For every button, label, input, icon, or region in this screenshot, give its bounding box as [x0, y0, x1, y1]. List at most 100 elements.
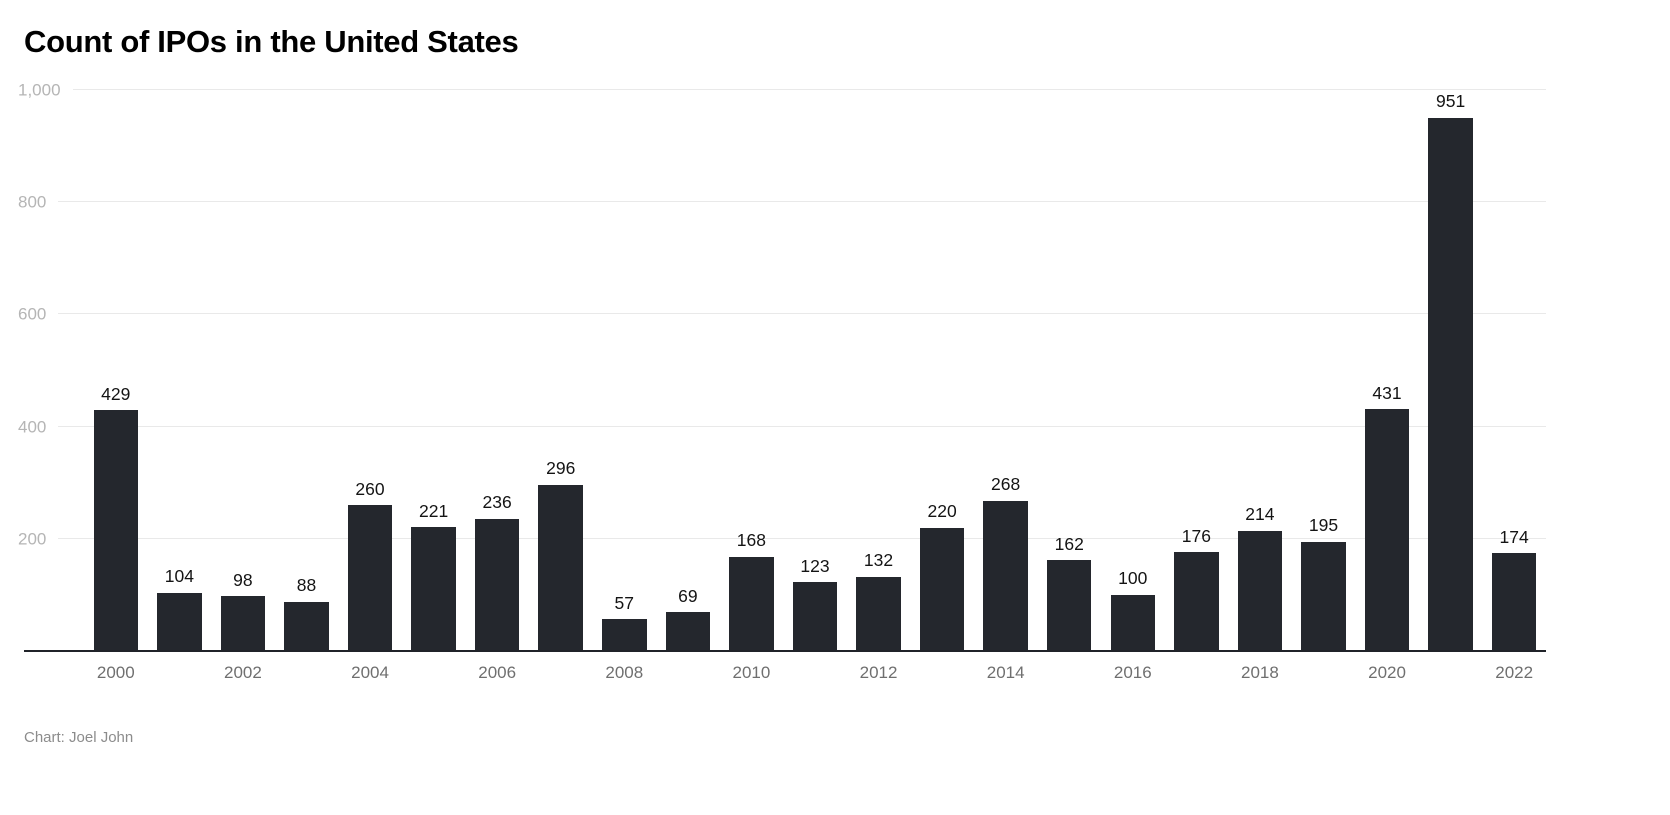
- x-axis-labels: 2000 2002 2004 2006 2008 2010 2012 2014 2016 2018…: [84, 663, 1546, 683]
- bar-column: 429: [84, 90, 148, 651]
- bar: 214: [1237, 506, 1283, 651]
- bar-column: 236: [465, 90, 529, 651]
- bar: 268: [983, 476, 1028, 651]
- bar-column: 431: [1355, 90, 1419, 651]
- bar-column: 268: [974, 90, 1038, 651]
- x-axis-tick-label: [656, 663, 720, 683]
- bar: 88: [284, 577, 329, 651]
- bar-column: 69: [656, 90, 720, 651]
- bar-column: 174: [1482, 90, 1546, 651]
- bar: 429: [93, 385, 139, 651]
- gridline: [24, 537, 1546, 539]
- bar-column: 176: [1165, 90, 1229, 651]
- x-axis-tick-label: [910, 663, 974, 683]
- bar-value-label: 123: [800, 555, 830, 576]
- bar-column: 260: [338, 90, 402, 651]
- bar: 195: [1301, 517, 1346, 651]
- bar: 100: [1110, 570, 1156, 651]
- bar-value-label: 951: [1435, 91, 1466, 111]
- bar: 123: [792, 557, 838, 651]
- bar-column: 951: [1419, 90, 1483, 651]
- chart-attribution: Chart: Joel John: [24, 729, 134, 747]
- bar-value-label: 431: [1372, 382, 1402, 403]
- bar-value-label: 174: [1499, 526, 1529, 547]
- chart-title: Count of IPOs in the United States: [24, 24, 519, 59]
- bar-column: 100: [1101, 90, 1165, 651]
- x-axis-tick-label: [1037, 663, 1101, 683]
- bar-value-label: 168: [736, 530, 766, 551]
- bar-column: 221: [402, 90, 466, 651]
- bar: 104: [157, 568, 202, 651]
- bar-column: 195: [1292, 90, 1356, 651]
- x-axis-line: [24, 650, 1546, 652]
- y-axis-tick-label: 800: [18, 193, 59, 211]
- bar-value-label: 132: [863, 550, 894, 571]
- bars-row: 429 104 98 88 260 221 236 296 57 69 168 123 132 220 26…: [84, 90, 1546, 651]
- bar-value-label: 100: [1118, 568, 1148, 589]
- bar-value-label: 162: [1054, 533, 1084, 554]
- bar-column: 98: [211, 90, 275, 651]
- gridline: [24, 313, 1546, 315]
- bar-column: 168: [720, 90, 784, 651]
- bar: 951: [1428, 92, 1473, 651]
- bar-value-label: 236: [482, 492, 512, 513]
- bar-value-label: 69: [678, 585, 698, 606]
- bar-column: 162: [1037, 90, 1101, 651]
- gridline: [24, 89, 1546, 90]
- x-axis-tick-label: [529, 663, 593, 683]
- y-axis-tick-label: 1,000: [18, 81, 73, 99]
- x-axis-tick-label: 2000: [96, 663, 135, 682]
- x-axis-tick-label: [402, 663, 466, 683]
- y-axis-tick-label: 600: [18, 305, 59, 323]
- bar-value-label: 260: [355, 478, 385, 499]
- y-axis-tick-label: 400: [18, 418, 59, 436]
- x-axis-tick-label: [275, 663, 339, 683]
- x-axis-tick-label: [1419, 663, 1483, 683]
- bar-value-label: 88: [296, 575, 317, 596]
- plot-area: 429 104 98 88 260 221 236 296 57 69 168 123 132 220 26…: [18, 81, 1546, 652]
- bar: 431: [1364, 384, 1410, 651]
- bar: 296: [538, 460, 583, 651]
- x-axis-tick-label: 2014: [986, 663, 1025, 682]
- x-axis-tick-label: 2012: [859, 663, 898, 682]
- bar: 174: [1491, 528, 1537, 651]
- bar-value-label: 429: [101, 383, 131, 404]
- x-axis-tick-label: 2002: [223, 663, 262, 682]
- bar: 132: [856, 552, 901, 651]
- bar-value-label: 296: [546, 458, 576, 479]
- bar-value-label: 57: [614, 592, 634, 613]
- bar: 220: [919, 503, 965, 651]
- bar-column: 220: [910, 90, 974, 651]
- bar-column: 88: [275, 90, 339, 651]
- x-axis-tick-label: [783, 663, 847, 683]
- x-axis-tick-label: 2016: [1113, 663, 1152, 682]
- x-axis-tick-label: [1165, 663, 1229, 683]
- gridline: [24, 201, 1546, 203]
- bar-column: 57: [593, 90, 657, 651]
- x-axis-tick-label: [148, 663, 212, 683]
- x-axis-tick-label: 2010: [732, 663, 771, 682]
- bar-column: 296: [529, 90, 593, 651]
- bar-column: 123: [783, 90, 847, 651]
- bar: 221: [411, 502, 456, 651]
- bar: 236: [474, 494, 520, 651]
- bar-value-label: 220: [927, 501, 957, 522]
- bar-value-label: 98: [233, 569, 253, 590]
- bar-column: 132: [847, 90, 911, 651]
- gridline: [24, 425, 1546, 427]
- bar-column: 104: [148, 90, 212, 651]
- bar-value-label: 176: [1181, 525, 1211, 546]
- x-axis-tick-label: 2022: [1495, 663, 1534, 682]
- bar: 98: [220, 571, 266, 651]
- bar: 176: [1174, 527, 1219, 651]
- bar: 57: [602, 594, 647, 651]
- bar-value-label: 268: [991, 474, 1021, 495]
- bar: 162: [1046, 535, 1092, 651]
- chart: Count of IPOs in the United States 429 10…: [18, 24, 1546, 747]
- bar-column: 214: [1228, 90, 1292, 651]
- bar-value-label: 221: [418, 500, 449, 521]
- x-axis-tick-label: [1292, 663, 1356, 683]
- bar: 168: [729, 532, 774, 651]
- bar-value-label: 195: [1308, 515, 1339, 536]
- y-axis-tick-label: 200: [18, 530, 59, 548]
